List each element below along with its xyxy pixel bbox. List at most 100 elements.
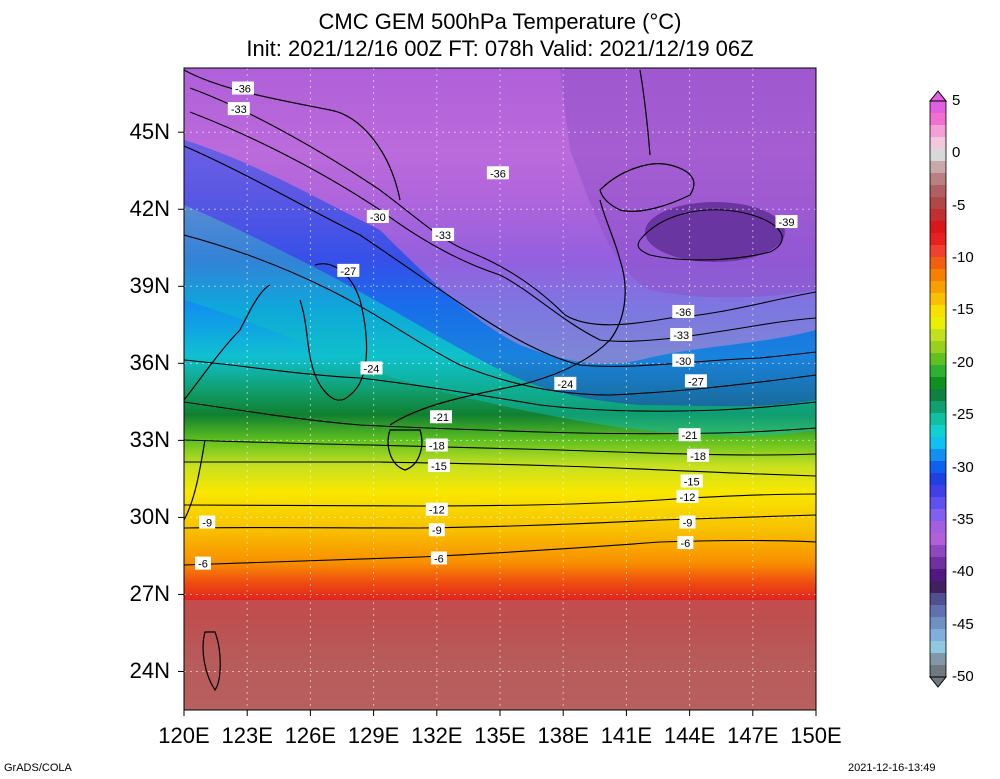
contour-label: -6 xyxy=(677,536,694,550)
colorbar-swatch xyxy=(930,137,946,150)
contour-label: -27 xyxy=(684,374,707,388)
colorbar-swatch xyxy=(930,305,946,318)
lat-label: 24N xyxy=(129,658,170,684)
colorbar-swatch xyxy=(930,593,946,606)
lon-label: 138E xyxy=(537,723,589,748)
contour-label-text: -9 xyxy=(432,525,442,537)
colorbar-swatch xyxy=(930,353,946,366)
contour-label: -30 xyxy=(672,353,695,368)
contour-line xyxy=(184,401,816,435)
colorbar-swatch xyxy=(930,485,946,498)
honshu-coast xyxy=(389,199,626,426)
colorbar-swatch xyxy=(930,173,946,186)
colorbar-tick-label: -20 xyxy=(952,353,974,371)
contour-label: -21 xyxy=(430,410,453,424)
contour-label-text: -21 xyxy=(682,430,698,442)
contour-label: -24 xyxy=(360,361,383,375)
contour-label-text: -24 xyxy=(364,363,380,375)
map-title: CMC GEM 500hPa Temperature (°C) xyxy=(318,9,682,34)
colorbar-swatch xyxy=(930,401,946,414)
colorbar-swatch xyxy=(930,533,946,546)
contour-label-text: -6 xyxy=(434,553,444,565)
colorbar-tick-label: -30 xyxy=(952,458,974,476)
contour-label-text: -12 xyxy=(429,505,445,517)
colorbar-swatch xyxy=(930,281,946,294)
contour-label-text: -6 xyxy=(680,538,690,550)
colorbar-tick-label: 5 xyxy=(952,92,961,109)
colorbar-swatch xyxy=(930,149,946,162)
colorbar-swatch xyxy=(930,509,946,522)
colorbar-swatch xyxy=(930,161,946,174)
colorbar-swatch xyxy=(930,113,946,126)
contour-line xyxy=(184,514,816,529)
colorbar-swatch xyxy=(930,605,946,618)
contour-line xyxy=(184,359,816,412)
footer-timestamp: 2021-12-16-13:49 xyxy=(848,762,936,774)
contour-label: -9 xyxy=(428,523,445,537)
lon-label: 147E xyxy=(727,723,779,748)
contour-label: -9 xyxy=(199,515,216,530)
map-subtitle: Init: 2021/12/16 00Z FT: 078h Valid: 202… xyxy=(246,36,754,61)
blue-band xyxy=(184,140,816,407)
mainland-coast xyxy=(184,69,401,201)
contour-line xyxy=(184,439,816,456)
contour-label-text: -30 xyxy=(370,212,386,224)
contour-label: -36 xyxy=(231,81,254,96)
colorbar-swatch xyxy=(930,437,946,450)
colorbar-swatch xyxy=(930,641,946,654)
warm-region xyxy=(184,600,816,710)
contour-label: -24 xyxy=(554,376,577,391)
lon-label: 150E xyxy=(790,723,842,748)
contour-line xyxy=(184,461,816,477)
lat-label: 39N xyxy=(129,273,170,299)
contour-label: -15 xyxy=(427,459,450,473)
colorbar-swatch xyxy=(930,617,946,630)
contour-label-text: -24 xyxy=(557,379,573,391)
colorbar xyxy=(928,90,948,688)
contour-label: -36 xyxy=(672,304,695,319)
colorbar-swatch xyxy=(930,185,946,198)
contour-label: -27 xyxy=(337,263,360,278)
colorbar-swatch xyxy=(930,449,946,462)
colorbar-tick-label: -25 xyxy=(952,406,974,424)
colorbar-swatch xyxy=(930,317,946,330)
colorbar-swatch xyxy=(930,521,946,534)
lon-label: 129E xyxy=(347,723,400,748)
colorbar-tick-label: -50 xyxy=(952,668,974,685)
lon-label: 123E xyxy=(221,723,273,748)
contour-label: -18 xyxy=(425,438,448,452)
colorbar-min-arrow xyxy=(928,676,948,688)
contour-label-text: -6 xyxy=(198,559,208,571)
lon-label: 120E xyxy=(158,723,210,748)
sakhalin-coast xyxy=(639,69,651,156)
contour-label: -12 xyxy=(676,489,699,504)
contour-label-text: -9 xyxy=(202,518,212,530)
contour-label-text: -36 xyxy=(675,307,691,319)
lon-label: 141E xyxy=(600,723,653,748)
lon-label: 135E xyxy=(474,723,526,748)
contour-label: -9 xyxy=(679,515,696,530)
contour-label-text: -12 xyxy=(680,492,696,504)
colorbar-swatch xyxy=(930,257,946,270)
lat-label: 30N xyxy=(129,504,170,530)
contour-label: -30 xyxy=(366,209,389,224)
colorbar-max-arrow xyxy=(928,90,948,102)
lat-label: 27N xyxy=(129,581,170,607)
colorbar-swatch xyxy=(930,497,946,510)
lat-label: 42N xyxy=(129,196,170,222)
colorbar-swatch xyxy=(930,413,946,426)
colorbar-swatch xyxy=(930,329,946,342)
contour-label-text: -33 xyxy=(231,104,247,116)
footer-credit: GrADS/COLA xyxy=(4,762,72,774)
colorbar-swatch xyxy=(930,557,946,570)
lat-label: 36N xyxy=(129,350,170,376)
contour-label: -39 xyxy=(775,215,798,229)
colorbar-swatch xyxy=(930,293,946,306)
contour-label: -33 xyxy=(432,227,455,242)
colorbar-swatch xyxy=(930,341,946,354)
colorbar-tick-label: -15 xyxy=(952,301,974,319)
colorbar-tick-label: -35 xyxy=(952,510,974,528)
colorbar-swatch xyxy=(930,461,946,474)
contour-label-text: -18 xyxy=(690,451,706,463)
contour-line xyxy=(184,493,816,507)
